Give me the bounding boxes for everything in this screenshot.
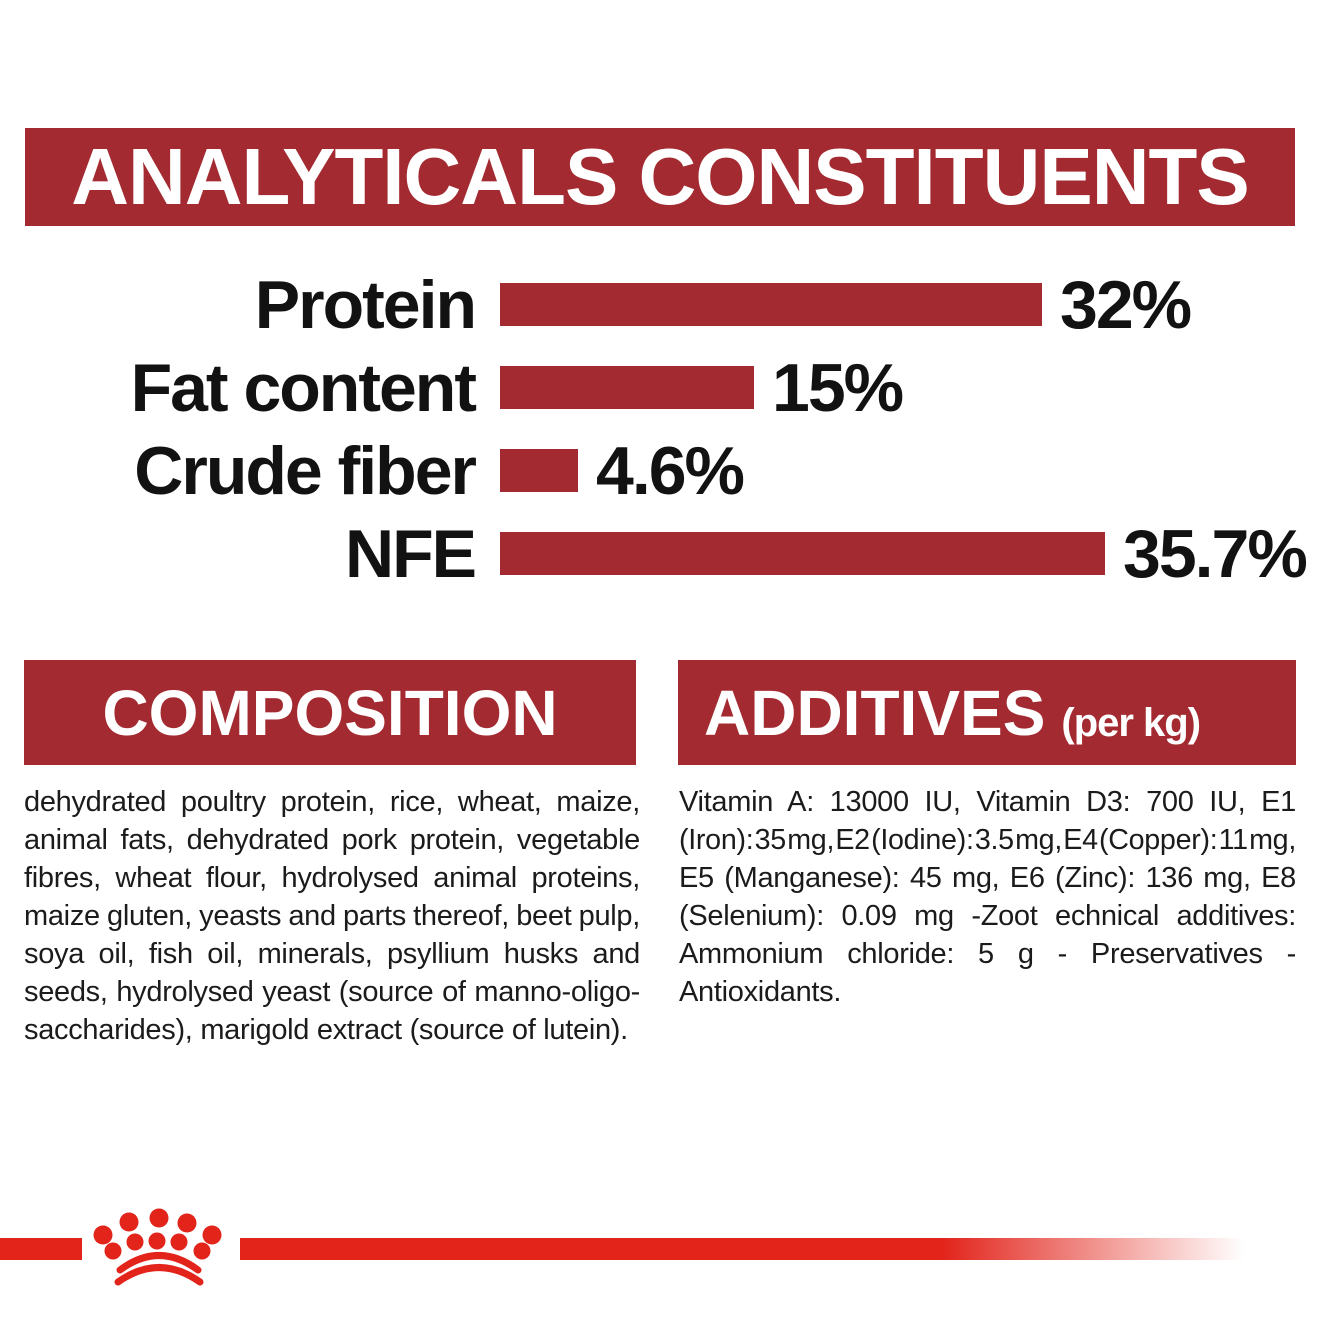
text-line: dehydrated poultry protein, rice, wheat,…: [24, 786, 640, 818]
text-line: saccharides), marigold extract (source o…: [24, 1014, 628, 1046]
text-line: (Selenium): 0.09 mg -Zoot echnical addit…: [679, 900, 1296, 932]
text-line: (Iron): 35 mg, E2 (Iodine): 3.5 mg, E4 (…: [679, 824, 1296, 856]
bar: [500, 449, 578, 492]
chart-row-protein: Protein 32%: [0, 263, 1320, 346]
composition-banner: COMPOSITION: [24, 660, 636, 765]
bar: [500, 366, 754, 409]
text-line: Antioxidants.: [679, 976, 842, 1008]
text-line: E5 (Manganese): 45 mg, E6 (Zinc): 136 mg…: [679, 862, 1296, 894]
bar-category-label: Protein: [254, 266, 477, 343]
bar-category-label: NFE: [345, 515, 477, 592]
text-line: Vitamin A: 13000 IU, Vitamin D3: 700 IU,…: [679, 786, 1296, 818]
text-line: animal fats, dehydrated pork protein, ve…: [24, 824, 640, 856]
analyticals-title: ANALYTICALS CONSTITUENTS: [71, 132, 1250, 221]
bar-value-label: 32%: [1060, 266, 1192, 343]
additives-text: Vitamin A: 13000 IU, Vitamin D3: 700 IU,…: [679, 783, 1296, 1011]
text-line: soya oil, fish oil, minerals, psyllium h…: [24, 938, 640, 970]
text-line: maize gluten, yeasts and parts thereof, …: [24, 900, 640, 932]
divider-line-left: [0, 1238, 82, 1260]
divider-line-right: [240, 1238, 1320, 1260]
analyticals-bar-chart: Protein 32% Fat content 15% Crude fiber 4.6% N…: [0, 263, 1320, 595]
bar-category-label: Crude fiber: [134, 432, 477, 509]
additives-banner: ADDITIVES (per kg): [678, 660, 1296, 765]
bar: [500, 532, 1105, 575]
analyticals-banner: ANALYTICALS CONSTITUENTS: [25, 128, 1295, 226]
chart-row-nfe: NFE 35.7%: [0, 512, 1320, 595]
chart-row-fat-content: Fat content 15%: [0, 346, 1320, 429]
composition-text: dehydrated poultry protein, rice, wheat,…: [24, 783, 640, 1049]
text-line: fibres, wheat flour, hydrolysed animal p…: [24, 862, 640, 894]
additives-title: ADDITIVES: [704, 676, 1046, 749]
bar-value-label: 15%: [772, 349, 904, 426]
text-line: seeds, hydrolysed yeast (source of manno…: [24, 976, 640, 1008]
additives-title-suffix: (per kg): [1061, 701, 1201, 745]
bar-category-label: Fat content: [130, 349, 477, 426]
bar-value-label: 35.7%: [1123, 515, 1308, 592]
chart-row-crude-fiber: Crude fiber 4.6%: [0, 429, 1320, 512]
bar-value-label: 4.6%: [596, 432, 745, 509]
royal-canin-crown-icon: [93, 1208, 222, 1286]
text-line: Ammonium chloride: 5 g - Preservatives -: [679, 938, 1296, 970]
bar: [500, 283, 1042, 326]
composition-title: COMPOSITION: [102, 676, 558, 749]
